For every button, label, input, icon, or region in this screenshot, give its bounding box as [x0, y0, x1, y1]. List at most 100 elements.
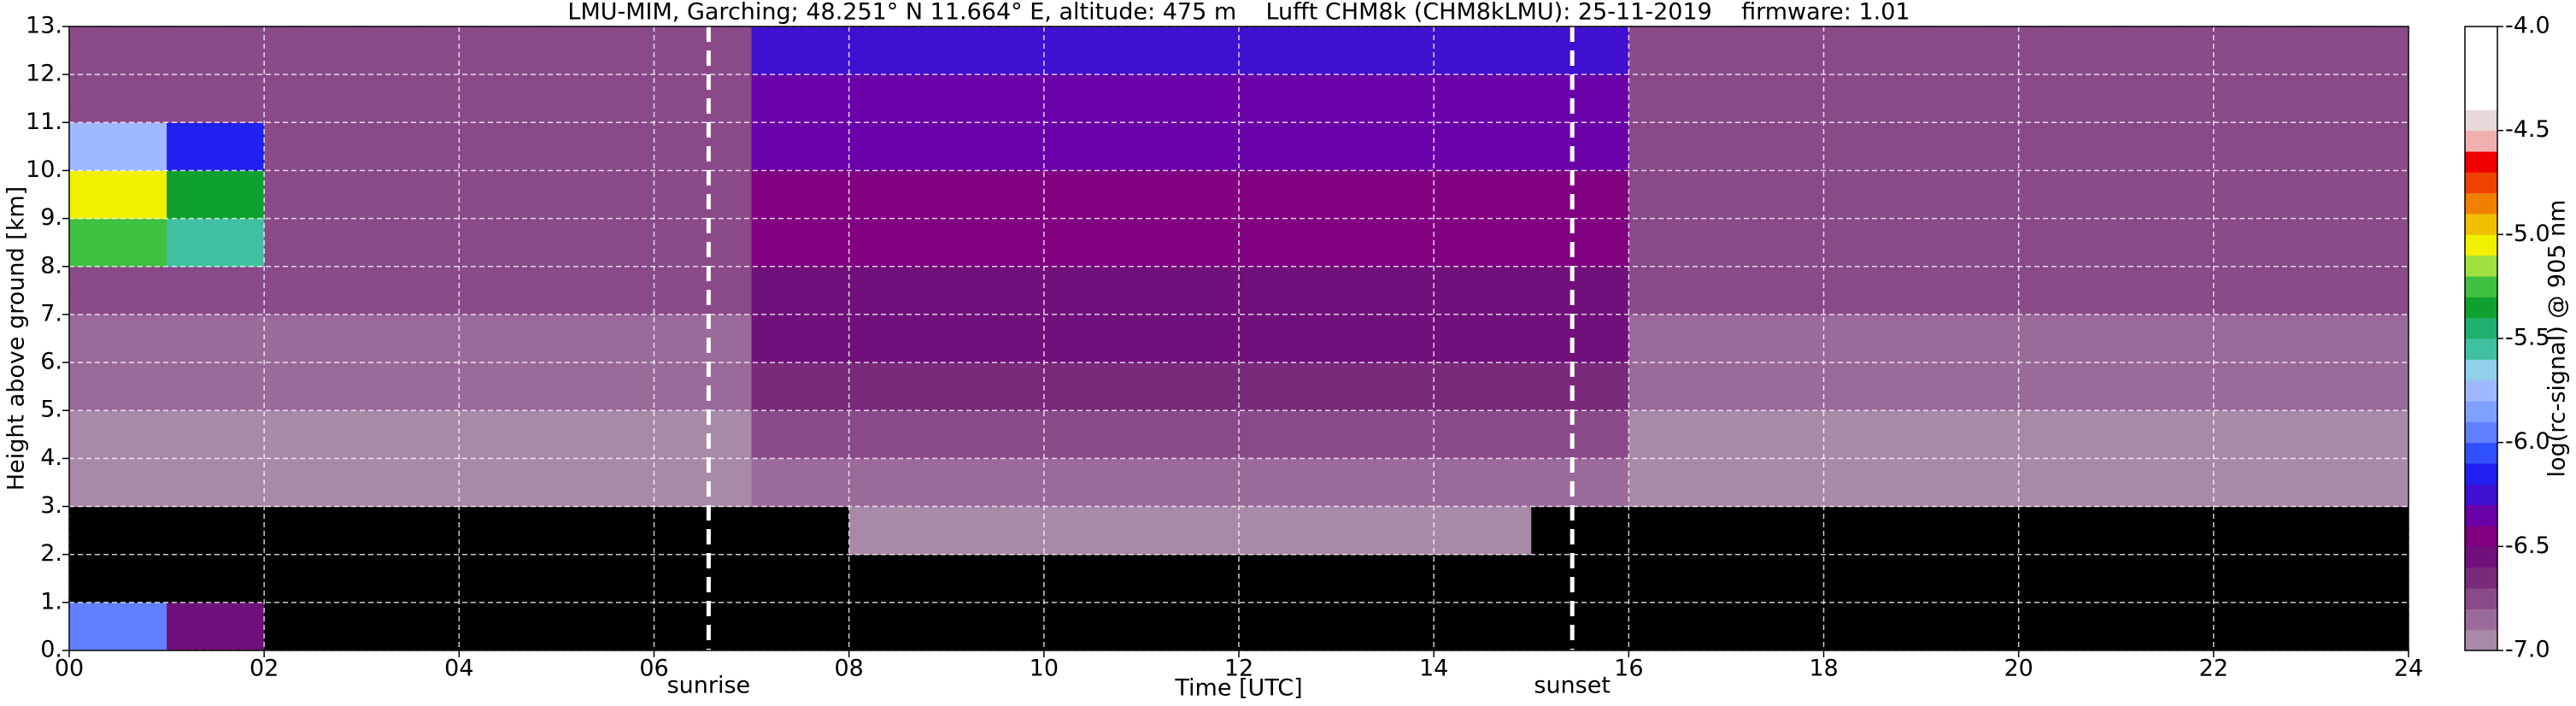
heatmap-cell — [1239, 218, 1337, 268]
y-tick-label: 5. — [40, 397, 62, 423]
heatmap-cell — [1043, 266, 1142, 315]
heatmap-cell — [264, 458, 362, 508]
heatmap-cell — [946, 602, 1045, 651]
heatmap-cell — [2115, 170, 2215, 220]
colorbar-segment — [2465, 68, 2497, 90]
heatmap-cell — [2115, 218, 2215, 268]
heatmap-cell — [1531, 122, 1629, 171]
colorbar-segment — [2465, 546, 2497, 568]
heatmap-cell — [654, 602, 753, 651]
heatmap-cell — [946, 410, 1045, 459]
y-tick-label: 2. — [40, 540, 62, 567]
colorbar-segment — [2465, 484, 2497, 506]
heatmap-cell — [751, 362, 850, 411]
plot-frame — [68, 26, 2409, 651]
heatmap-cell — [848, 458, 948, 508]
x-tick-label: 24 — [2394, 656, 2423, 682]
heatmap-cell — [1043, 26, 1142, 75]
colorbar-segment — [2465, 338, 2497, 360]
heatmap-cell — [556, 122, 654, 171]
heatmap-cell — [1726, 218, 1824, 268]
heatmap-cell — [751, 218, 850, 268]
y-tick-label: 13. — [26, 13, 62, 39]
heatmap-cell — [1336, 170, 1435, 220]
heatmap-cell — [1141, 74, 1240, 123]
colorbar-segment — [2465, 276, 2497, 297]
heatmap-cell — [264, 314, 362, 363]
colorbar-label: log(rc-signal) @ 905 nm — [2544, 200, 2571, 478]
heatmap-cell — [1336, 602, 1435, 651]
event-label: sunrise — [667, 673, 751, 699]
heatmap-cell — [2310, 314, 2409, 363]
heatmap-cell — [751, 410, 850, 459]
heatmap-cell — [361, 362, 460, 411]
heatmap-cell — [848, 554, 948, 603]
heatmap-cell — [2018, 410, 2117, 459]
heatmap-cell — [848, 602, 948, 651]
x-tick-label: 04 — [444, 656, 473, 682]
heatmap-cell — [654, 410, 753, 459]
heatmap-cell — [2018, 26, 2117, 75]
heatmap-cell — [1628, 554, 1727, 603]
y-tick-label: 3. — [40, 492, 62, 519]
heatmap-cell — [1628, 122, 1727, 171]
y-tick-label: 9. — [40, 204, 62, 231]
heatmap-cell — [1823, 218, 1922, 268]
heatmap-cell — [1141, 266, 1240, 315]
heatmap-cell — [1726, 554, 1824, 603]
heatmap-cell — [1921, 506, 2020, 556]
heatmap-cell — [2018, 314, 2117, 363]
colorbar-segment — [2465, 463, 2497, 485]
heatmap-cell — [556, 458, 654, 508]
colorbar-segment — [2465, 504, 2497, 527]
heatmap-cell — [1043, 410, 1142, 459]
heatmap-cell — [2310, 266, 2409, 315]
heatmap-cell — [654, 554, 753, 603]
heatmap-cell — [2018, 458, 2117, 508]
heatmap-cell — [1336, 554, 1435, 603]
heatmap-cell — [848, 362, 948, 411]
colorbar-segment — [2465, 297, 2497, 319]
heatmap-cell — [1239, 506, 1337, 556]
heatmap-cell — [459, 506, 557, 556]
heatmap-cell — [264, 554, 362, 603]
heatmap-cell — [2115, 554, 2215, 603]
heatmap-cell — [69, 506, 167, 556]
heatmap-cell — [361, 458, 460, 508]
heatmap-cell — [751, 266, 850, 315]
heatmap-cell — [459, 410, 557, 459]
heatmap-cell — [1628, 410, 1727, 459]
heatmap-cell — [1434, 458, 1532, 508]
heatmap-cell — [1141, 218, 1240, 268]
heatmap-cell — [2310, 122, 2409, 171]
heatmap-cell — [2310, 218, 2409, 268]
colorbar-segment — [2465, 214, 2497, 235]
x-tick-label: 16 — [1614, 656, 1643, 682]
chart-title: LMU-MIM, Garching; 48.251° N 11.664° E, … — [567, 0, 1910, 26]
heatmap-cell — [69, 122, 167, 171]
heatmap-cell — [556, 26, 654, 75]
heatmap-cell — [69, 170, 167, 220]
heatmap-cell — [1921, 314, 2020, 363]
heatmap-cell — [848, 74, 948, 123]
heatmap-cell — [1239, 26, 1337, 75]
heatmap-cell — [946, 554, 1045, 603]
heatmap-cell — [556, 362, 654, 411]
heatmap-cell — [1141, 26, 1240, 75]
heatmap-cell — [1434, 314, 1532, 363]
heatmap-cell — [2018, 122, 2117, 171]
heatmap-cell — [654, 314, 753, 363]
heatmap-cell — [556, 506, 654, 556]
heatmap-cell — [1336, 506, 1435, 556]
colorbar-tick-label: -7.0 — [2505, 637, 2550, 663]
heatmap-cell — [1823, 506, 1922, 556]
heatmap-cell — [1921, 26, 2020, 75]
y-axis-label: Height above ground [km] — [3, 186, 30, 491]
heatmap-cell — [1921, 74, 2020, 123]
heatmap-cell — [361, 410, 460, 459]
colorbar-segment — [2465, 130, 2497, 152]
heatmap-cell — [1531, 74, 1629, 123]
heatmap-cell — [167, 410, 265, 459]
heatmap-cell — [1434, 266, 1532, 315]
x-tick-label: 14 — [1419, 656, 1448, 682]
